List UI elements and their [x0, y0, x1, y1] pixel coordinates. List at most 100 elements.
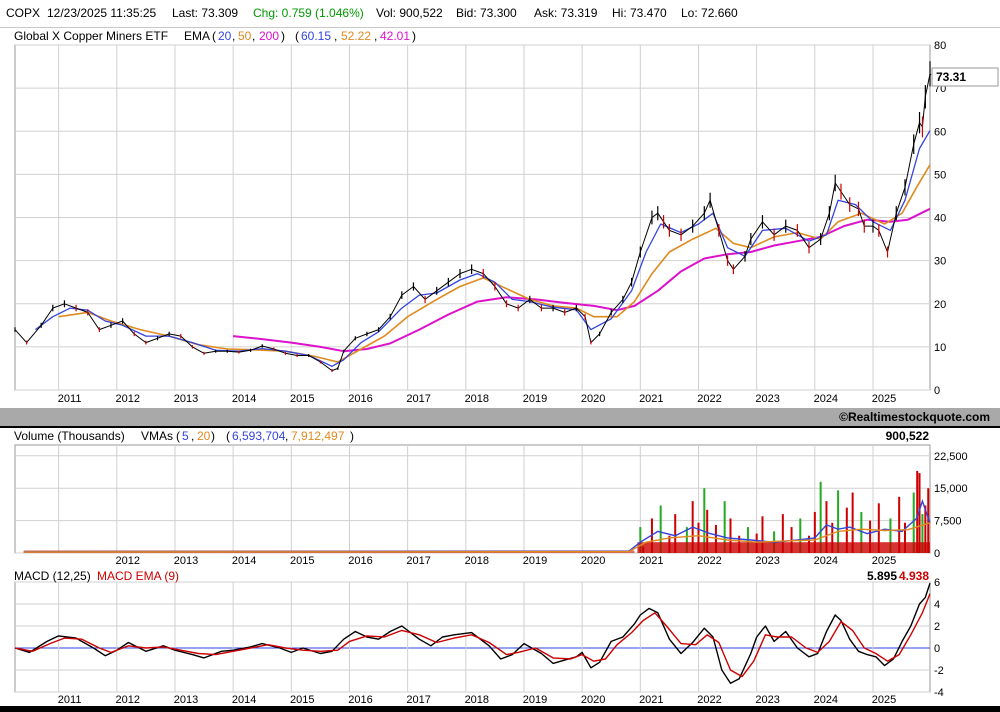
ema-values-sep-1: ,: [334, 29, 337, 43]
price-x-axis: 2011 2012 2013 2014 2015 2016 2017 2018 2019 2020…: [58, 393, 896, 405]
macd-signal-label: MACD EMA (9): [97, 569, 179, 583]
volume-bar: [916, 470, 919, 553]
vma-period-5: 5: [182, 429, 189, 443]
macd-x-tick-label: 2016: [348, 694, 372, 706]
latest-volume-readout: 900,522: [886, 429, 930, 443]
volume-bar: [825, 501, 828, 553]
volume-bar: [781, 514, 784, 553]
macd-x-tick-label: 2022: [697, 694, 721, 706]
volume-bar: [703, 488, 706, 553]
macd-y-axis: 6 4 2 0 -2 -4: [934, 577, 944, 699]
volume-bar: [685, 527, 688, 553]
price-y-tick-label: 40: [934, 213, 946, 225]
volume-bar: [813, 511, 816, 553]
volume-bar: [674, 514, 677, 553]
ask-price: Ask: 73.319: [534, 6, 598, 20]
macd-x-tick-label: 2017: [406, 694, 430, 706]
price-x-tick-label: 2012: [116, 393, 140, 405]
macd-x-tick-label: 2018: [465, 694, 489, 706]
price-y-tick-label: 80: [934, 40, 946, 52]
volume-y-tick-label: 22,500: [934, 451, 968, 463]
price-x-tick-label: 2020: [581, 393, 605, 405]
volume-bar: [869, 520, 872, 553]
macd-x-tick-label: 2023: [755, 694, 779, 706]
last-price-pointer: [929, 73, 932, 76]
macd-line: [14, 582, 931, 684]
ema-value-200: 42.01: [380, 29, 410, 43]
volume-x-tick-label: 2013: [174, 555, 198, 567]
volume-x-tick-label: 2012: [116, 555, 140, 567]
vma-value-5: 6,593,704: [232, 429, 286, 443]
price-x-tick-label: 2024: [814, 393, 838, 405]
vma-values-open-paren: (: [226, 429, 230, 443]
volume-bar: [729, 518, 732, 553]
volume-y-axis: 0 7,500 15,000 22,500: [934, 451, 968, 560]
volume-bar: [723, 501, 726, 553]
ema-open-paren: (: [212, 29, 216, 43]
volume-x-axis: 2012 2013 2014 2015 2016 2017 2018 2019 2020 2021…: [116, 555, 897, 567]
ema-label: EMA: [184, 29, 210, 43]
bid-price: Bid: 73.300: [456, 6, 517, 20]
volume-bar: [921, 514, 924, 553]
macd-y-tick-label: -4: [934, 687, 944, 699]
ema-close-paren: ): [281, 29, 285, 43]
volume-x-tick-label: 2021: [639, 555, 663, 567]
price-x-tick-label: 2023: [755, 393, 779, 405]
macd-y-tick-label: 2: [934, 621, 940, 633]
price-x-tick-label: 2022: [697, 393, 721, 405]
volume-bar: [837, 490, 840, 553]
volume-bar: [831, 522, 834, 553]
volume-y-tick-label: 15,000: [934, 483, 968, 495]
volume-plot-area: [14, 444, 931, 554]
volume-bar: [924, 505, 927, 553]
volume-x-tick-label: 2017: [406, 555, 430, 567]
macd-value-readout: 5.895: [867, 569, 897, 583]
volume-bar: [639, 527, 642, 553]
volume-bar: [927, 488, 930, 553]
price-legend: Global X Copper Miners ETF EMA ( 20 , 50…: [14, 29, 416, 43]
volume-bar: [912, 492, 915, 553]
vma-values-close-paren: ): [350, 429, 354, 443]
volume-x-tick-label: 2018: [465, 555, 489, 567]
ema-value-50: 52.22: [341, 29, 371, 43]
volume-vma-20: [23, 522, 931, 553]
price-y-tick-label: 30: [934, 256, 946, 268]
macd-y-tick-label: 4: [934, 599, 940, 611]
volume-bar: [889, 518, 892, 553]
volume-recent-bars: [637, 542, 930, 553]
price-y-tick-label: 20: [934, 299, 946, 311]
ema-values-sep-2: ,: [374, 29, 377, 43]
macd-x-tick-label: 2015: [290, 694, 314, 706]
ema-period-50: 50: [238, 29, 252, 43]
macd-x-tick-label: 2024: [814, 694, 838, 706]
ema-period-200: 200: [259, 29, 279, 43]
ema-values-close-paren: ): [412, 29, 416, 43]
volume-x-tick-label: 2019: [523, 555, 547, 567]
volume-readout: Vol: 900,522: [376, 6, 443, 20]
price-series-ema-20: [35, 130, 931, 367]
ticker-symbol: COPX: [6, 6, 41, 20]
quote-header: COPX 12/23/2025 11:35:25 Last: 73.309 Ch…: [0, 0, 1000, 28]
volume-bar: [851, 492, 854, 553]
price-x-tick-label: 2017: [406, 393, 430, 405]
macd-signal-value-readout: 4.938: [899, 569, 929, 583]
volume-bar: [799, 518, 802, 553]
ema-sep-2: ,: [252, 29, 255, 43]
price-y-tick-label: 50: [934, 169, 946, 181]
ema-values-open-paren: (: [295, 29, 299, 43]
macd-y-tick-label: 0: [934, 643, 940, 655]
price-change: Chg: 0.759 (1.046%): [253, 6, 364, 20]
price-x-tick-label: 2013: [174, 393, 198, 405]
volume-bar: [918, 473, 921, 553]
volume-bar: [659, 505, 662, 553]
macd-x-tick-label: 2014: [232, 694, 256, 706]
volume-x-tick-label: 2016: [348, 555, 372, 567]
volume-vma-series: [23, 499, 931, 553]
volume-y-tick-label: 7,500: [934, 516, 962, 528]
macd-x-axis: 2011 2012 2013 2014 2015 2016 2017 2018 2019 2020…: [58, 694, 896, 706]
